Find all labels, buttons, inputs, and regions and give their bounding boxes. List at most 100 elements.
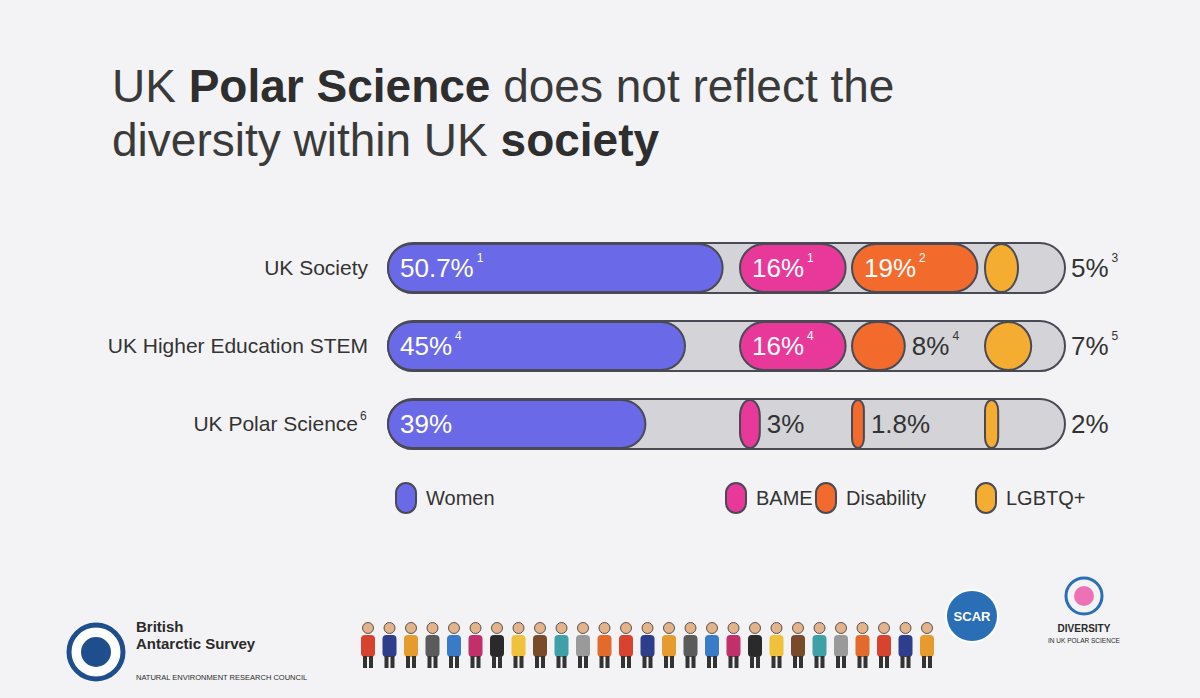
bar — [388, 322, 685, 370]
person-head — [449, 623, 460, 634]
person-body — [426, 635, 440, 657]
person-icon — [404, 623, 418, 669]
bar — [985, 322, 1031, 370]
person-leg — [901, 656, 905, 668]
person-icon — [727, 623, 741, 669]
person-body — [684, 635, 698, 657]
person-icon — [533, 623, 547, 669]
bar — [985, 400, 998, 448]
person-icon — [791, 623, 805, 669]
person-icon — [598, 623, 612, 669]
person-head — [685, 623, 696, 634]
person-head — [621, 623, 632, 634]
person-leg — [858, 656, 862, 668]
person-body — [856, 635, 870, 657]
labels: UK Society50.7%116%119%25%3UK Higher Edu… — [108, 251, 1119, 439]
person-icon — [899, 623, 913, 669]
person-leg — [836, 656, 840, 668]
person-icon — [641, 623, 655, 669]
category-label: UK Higher Education STEM — [108, 334, 368, 357]
data-label: 39% — [400, 409, 452, 439]
legend: WomenBAMEDisabilityLGBTQ+ — [396, 483, 1085, 513]
person-icon — [512, 623, 526, 669]
person-leg — [778, 656, 782, 668]
person-body — [361, 635, 375, 657]
footnote: 4 — [807, 329, 814, 343]
person-body — [404, 635, 418, 657]
footnote: 2 — [919, 251, 926, 265]
person-head — [664, 623, 675, 634]
person-leg — [922, 656, 926, 668]
person-head — [728, 623, 739, 634]
person-leg — [842, 656, 846, 668]
person-head — [879, 623, 890, 634]
person-head — [556, 623, 567, 634]
person-leg — [492, 656, 496, 668]
footnote: 4 — [952, 329, 959, 343]
bar — [740, 400, 760, 448]
bar — [388, 244, 723, 292]
data-label: 7% — [1071, 331, 1109, 361]
data-label: 19% — [864, 253, 916, 283]
person-leg — [928, 656, 932, 668]
person-leg — [643, 656, 647, 668]
person-body — [383, 635, 397, 657]
person-leg — [799, 656, 803, 668]
person-head — [427, 623, 438, 634]
footnote: 1 — [477, 251, 484, 265]
legend-label: BAME — [756, 487, 813, 509]
person-leg — [514, 656, 518, 668]
person-leg — [471, 656, 475, 668]
person-head — [535, 623, 546, 634]
bar — [985, 244, 1018, 292]
person-icon — [920, 623, 934, 669]
person-leg — [455, 656, 459, 668]
bas-subtitle: NATURAL ENVIRONMENT RESEARCH COUNCIL — [136, 673, 307, 682]
person-leg — [864, 656, 868, 668]
person-body — [877, 635, 891, 657]
person-icon — [619, 623, 633, 669]
data-label: 8% — [912, 331, 950, 361]
person-leg — [606, 656, 610, 668]
person-leg — [600, 656, 604, 668]
person-leg — [477, 656, 481, 668]
person-body — [447, 635, 461, 657]
person-leg — [535, 656, 539, 668]
person-leg — [692, 656, 696, 668]
legend-label: LGBTQ+ — [1006, 487, 1085, 509]
person-head — [599, 623, 610, 634]
person-body — [555, 635, 569, 657]
person-leg — [391, 656, 395, 668]
person-head — [578, 623, 589, 634]
data-label: 5% — [1071, 253, 1109, 283]
legend-label: Women — [426, 487, 495, 509]
person-leg — [793, 656, 797, 668]
person-leg — [729, 656, 733, 668]
person-leg — [449, 656, 453, 668]
title: UK Polar Science does not reflect the di… — [112, 60, 1042, 168]
person-icon — [469, 623, 483, 669]
bas-logo — [69, 625, 123, 679]
slide: {"chart_data": {"type": "bar", "orientat… — [0, 0, 1200, 698]
person-head — [771, 623, 782, 634]
person-leg — [735, 656, 739, 668]
scar-label: SCAR — [954, 609, 991, 624]
bar — [740, 322, 846, 370]
person-body — [834, 635, 848, 657]
diversity-logo-inner — [1074, 586, 1094, 606]
person-leg — [756, 656, 760, 668]
person-body — [512, 635, 526, 657]
person-head — [814, 623, 825, 634]
data-label: 1.8% — [871, 409, 930, 439]
person-icon — [834, 623, 848, 669]
person-icon — [813, 623, 827, 669]
person-leg — [627, 656, 631, 668]
person-head — [836, 623, 847, 634]
person-leg — [879, 656, 883, 668]
bas-name: British — [136, 618, 184, 635]
person-body — [598, 635, 612, 657]
data-label: 16% — [752, 331, 804, 361]
person-head — [513, 623, 524, 634]
person-leg — [885, 656, 889, 668]
person-body — [641, 635, 655, 657]
